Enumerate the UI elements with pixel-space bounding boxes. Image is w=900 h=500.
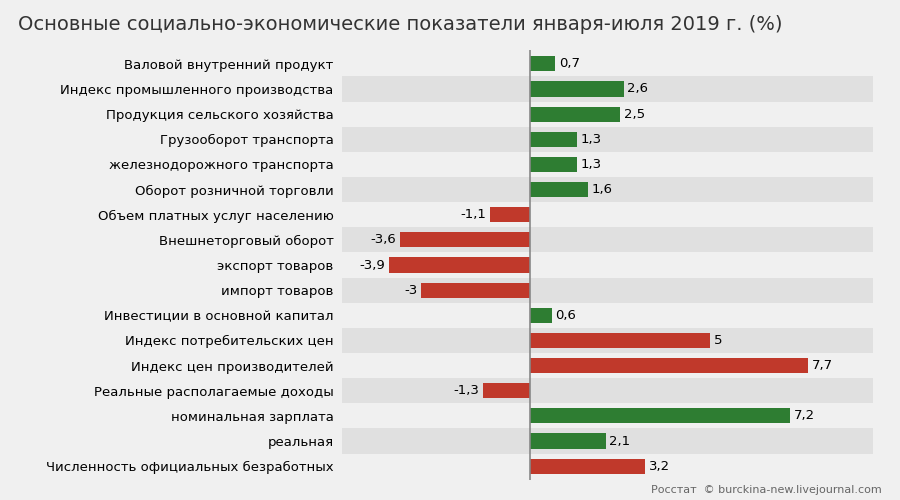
Text: 0,7: 0,7 — [559, 58, 580, 70]
Bar — [491, 207, 530, 222]
Bar — [342, 102, 873, 126]
Bar — [342, 302, 873, 328]
Text: 7,2: 7,2 — [794, 410, 814, 422]
Bar — [530, 56, 555, 72]
Bar — [342, 328, 873, 353]
Text: 1,3: 1,3 — [580, 158, 601, 171]
Text: 2,1: 2,1 — [609, 434, 630, 448]
Bar — [530, 458, 645, 473]
Text: Росстат  © burckina-new.livejournal.com: Росстат © burckina-new.livejournal.com — [652, 485, 882, 495]
Bar — [342, 404, 873, 428]
Text: 1,6: 1,6 — [591, 183, 612, 196]
Text: 3,2: 3,2 — [649, 460, 670, 472]
Bar — [342, 52, 873, 76]
Bar — [530, 358, 808, 373]
Bar — [530, 408, 790, 424]
Text: 5: 5 — [714, 334, 723, 347]
Bar — [530, 106, 620, 122]
Bar — [530, 132, 577, 147]
Text: 0,6: 0,6 — [555, 309, 576, 322]
Bar — [342, 252, 873, 278]
Text: Основные социально-экономические показатели января-июля 2019 г. (%): Основные социально-экономические показат… — [18, 15, 782, 34]
Bar — [342, 378, 873, 404]
Bar — [530, 157, 577, 172]
Bar — [483, 383, 530, 398]
Text: -3,6: -3,6 — [371, 234, 396, 246]
Bar — [342, 428, 873, 454]
Text: -1,1: -1,1 — [461, 208, 487, 221]
Bar — [530, 308, 552, 323]
Bar — [389, 258, 530, 272]
Text: 7,7: 7,7 — [812, 359, 833, 372]
Bar — [421, 282, 530, 298]
Text: 2,6: 2,6 — [627, 82, 648, 96]
Bar — [342, 278, 873, 302]
Bar — [400, 232, 530, 248]
Bar — [342, 177, 873, 202]
Text: -3: -3 — [405, 284, 418, 296]
Bar — [530, 333, 710, 348]
Text: -1,3: -1,3 — [454, 384, 480, 397]
Bar — [530, 434, 606, 448]
Bar — [342, 126, 873, 152]
Text: 1,3: 1,3 — [580, 133, 601, 146]
Bar — [530, 82, 624, 96]
Bar — [342, 76, 873, 102]
Bar — [342, 202, 873, 228]
Bar — [342, 228, 873, 252]
Bar — [342, 454, 873, 478]
Bar — [530, 182, 588, 197]
Text: -3,9: -3,9 — [360, 258, 385, 272]
Text: 2,5: 2,5 — [624, 108, 645, 120]
Bar — [342, 152, 873, 177]
Bar — [342, 353, 873, 378]
